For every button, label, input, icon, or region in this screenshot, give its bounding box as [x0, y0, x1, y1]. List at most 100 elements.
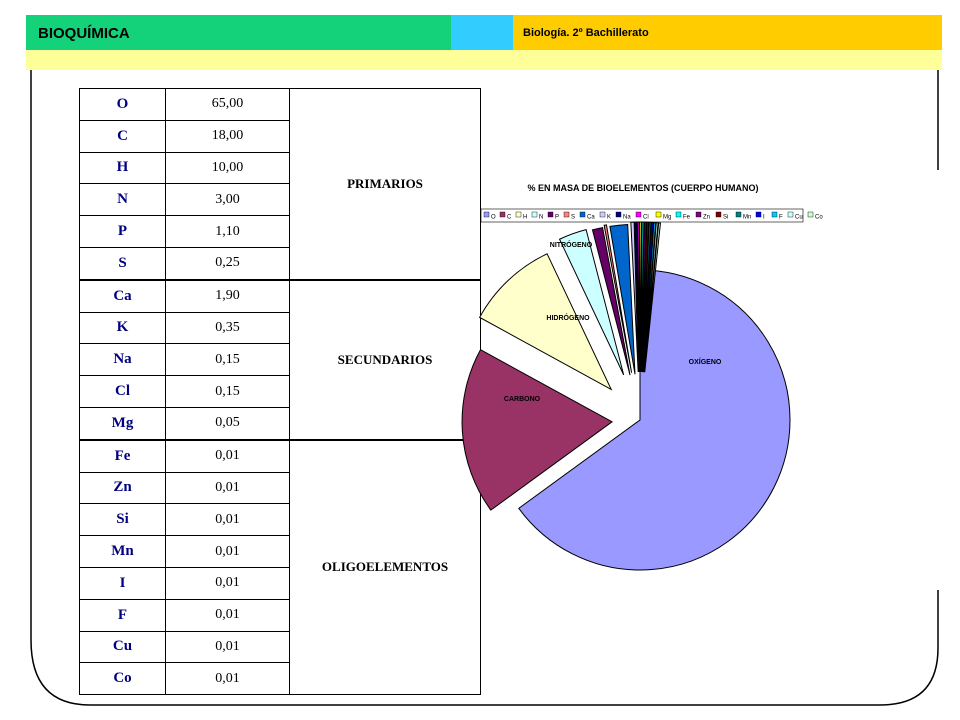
legend-label-o: O [491, 215, 496, 221]
table-row: F 0,01 [79, 598, 481, 632]
pie-slice-fe [640, 221, 645, 373]
header-bar-yellow [513, 15, 942, 50]
pie-slice-s [603, 224, 633, 373]
pie-slice-si [641, 221, 650, 373]
header-bar-green [26, 15, 451, 50]
element-percentage: 0,35 [165, 311, 290, 345]
legend-swatch-si [715, 211, 722, 218]
element-symbol: C [79, 119, 166, 153]
legend-label-f: F [779, 215, 783, 221]
legend-swatch-ca [579, 211, 586, 218]
pie-slice-co [644, 222, 662, 373]
element-percentage: 0,01 [165, 662, 290, 696]
element-symbol: Fe [79, 438, 166, 473]
element-symbol: Mn [79, 535, 166, 568]
legend-swatch-i [755, 211, 762, 218]
element-symbol: Si [79, 503, 166, 537]
legend-label-h: H [523, 215, 527, 221]
table-row: N 3,00 [79, 183, 481, 217]
chart-title: % EN MASA DE BIOELEMENTOS (CUERPO HUMANO… [527, 183, 758, 193]
slice-label-h: HIDRÓGENO [546, 313, 590, 322]
group-label-primary: PRIMARIOS [289, 87, 481, 281]
table-row: H 10,00 [79, 151, 481, 185]
pie-slice-p [591, 227, 631, 376]
element-percentage: 0,01 [165, 630, 290, 664]
table-row: Cl 0,15 [79, 375, 481, 408]
pie-slice-na [634, 221, 640, 373]
header-subtitle: Biología. 2º Bachillerato [523, 27, 649, 39]
slice-label-c: CARBONO [504, 396, 541, 403]
element-symbol: N [79, 183, 166, 217]
legend-swatch-c [499, 211, 506, 218]
legend-swatch-f [771, 211, 778, 218]
element-percentage: 0,05 [165, 406, 290, 441]
legend-swatch-mg [655, 211, 662, 218]
group-label-secondary: SECUNDARIOS [289, 278, 481, 441]
pie-slice-n [558, 229, 625, 376]
group-label-trace: OLIGOELEMENTOS [289, 438, 481, 696]
table-row: P 1,10 [79, 215, 481, 248]
frame-left-border [30, 70, 91, 706]
table-row: I 0,01 [79, 566, 481, 600]
slice-label-n: NITRÓGENO [550, 240, 593, 249]
pie-slice-c [461, 349, 613, 511]
legend-label-co: Co [815, 215, 823, 221]
header-band [26, 50, 942, 70]
table-row: Fe 0,01 OLIGOELEMENTOS [79, 438, 481, 696]
pie-slice-i [642, 221, 654, 373]
legend-label-zn: Zn [703, 215, 710, 221]
legend-label-n: N [539, 215, 543, 221]
legend-label-k: K [607, 215, 611, 221]
legend-label-fe: Fe [683, 215, 691, 221]
pie-slice-mg [639, 221, 642, 373]
table-row: Ca 1,90 SECUNDARIOS [79, 278, 481, 441]
legend-label-ca: Ca [587, 215, 595, 221]
element-percentage: 10,00 [165, 151, 290, 185]
element-percentage: 0,01 [165, 566, 290, 600]
legend-swatch-cu [787, 211, 794, 218]
legend-swatch-n [531, 211, 538, 218]
legend-swatch-k [599, 211, 606, 218]
pie-slices [461, 221, 791, 571]
pie-slice-ca [609, 223, 636, 375]
legend-swatch-h [515, 211, 522, 218]
bioelements-table: O 65,00 PRIMARIOS C 18,00 H 10,00 N 3,00 P 1,10 S 0,… [79, 87, 481, 696]
element-percentage: 65,00 [165, 88, 290, 121]
legend-swatch-s [563, 211, 570, 218]
table-row: Cu 0,01 [79, 630, 481, 664]
element-symbol: Zn [79, 471, 166, 505]
legend-label-cl: Cl [643, 215, 649, 221]
element-percentage: 0,01 [165, 503, 290, 537]
table-row: S 0,25 [79, 246, 481, 281]
table-row: Zn 0,01 [79, 471, 481, 505]
pie-slice-zn [640, 221, 647, 373]
pie-slice-mn [641, 221, 652, 373]
element-symbol: P [79, 215, 166, 248]
table-row: Mn 0,01 [79, 535, 481, 568]
table-row: K 0,35 [79, 311, 481, 345]
header-bar-cyan [451, 15, 513, 50]
pie-slice-h [478, 253, 613, 391]
frame-bottom-border [90, 590, 939, 706]
legend-swatch-mn [735, 211, 742, 218]
header-title: BIOQUÍMICA [38, 25, 130, 42]
legend-label-na: Na [623, 215, 631, 221]
pie-slice-labels: OXÍGENO CARBONO HIDRÓGENO NITRÓGENO [504, 240, 722, 403]
legend-label-mg: Mg [663, 215, 671, 221]
element-symbol: Cu [79, 630, 166, 664]
legend-label-cu: Cu [795, 215, 803, 221]
table-row: O 65,00 PRIMARIOS [79, 87, 481, 281]
legend-label-p: P [555, 215, 559, 221]
element-symbol: Cl [79, 375, 166, 408]
element-symbol: Na [79, 343, 166, 377]
element-percentage: 1,90 [165, 278, 290, 313]
pie-slice-cu [643, 222, 659, 373]
pie-slice-cl [636, 221, 641, 373]
legend-label-c: C [507, 215, 512, 221]
element-symbol: I [79, 566, 166, 600]
legend-swatch-fe [675, 211, 682, 218]
legend-swatch-zn [695, 211, 702, 218]
table-row: Si 0,01 [79, 503, 481, 537]
